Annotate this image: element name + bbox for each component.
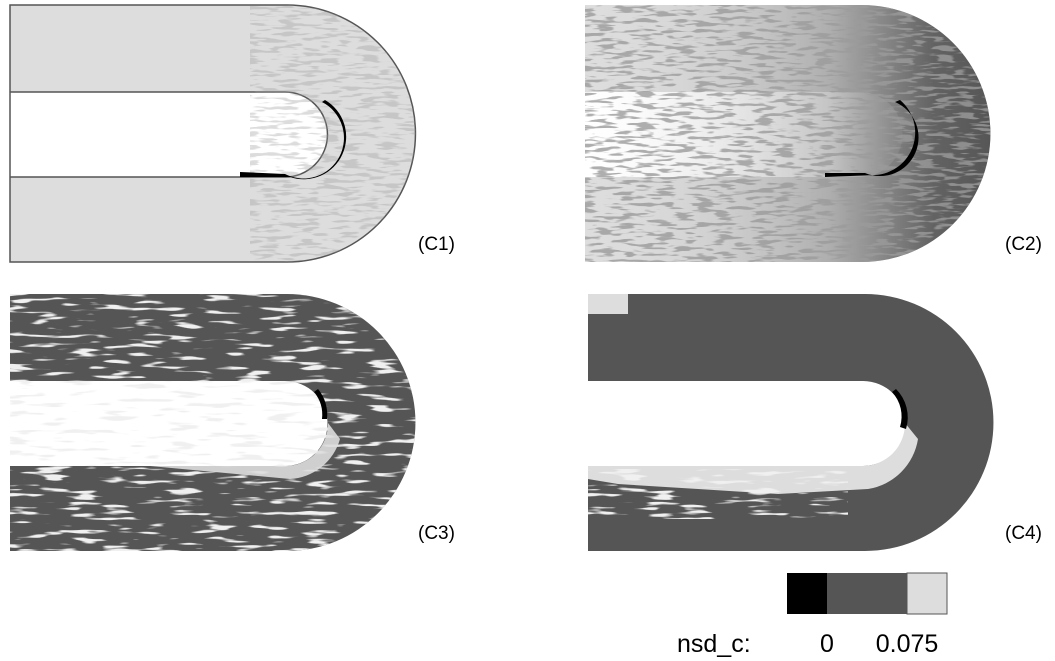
legend-tick: 0 xyxy=(820,630,834,658)
panel-label: (C1) xyxy=(418,234,455,255)
panel-c3: (C3) xyxy=(10,294,455,551)
panel-label: (C3) xyxy=(418,523,455,544)
panel-label: (C4) xyxy=(1005,523,1042,544)
legend-title: nsd_c: xyxy=(677,630,751,658)
panel-label: (C2) xyxy=(1005,234,1042,255)
panel-c4: (C4) xyxy=(588,294,1042,551)
legend-swatch xyxy=(906,572,948,615)
panel-c1: (C1) xyxy=(9,4,455,263)
legend-tick: 0.075 xyxy=(876,630,939,658)
legend-swatch xyxy=(787,573,827,614)
legend-swatch xyxy=(827,573,907,614)
legend: nsd_c: 0 0.075 xyxy=(677,572,948,658)
panel-c2: (C2) xyxy=(585,5,1042,262)
